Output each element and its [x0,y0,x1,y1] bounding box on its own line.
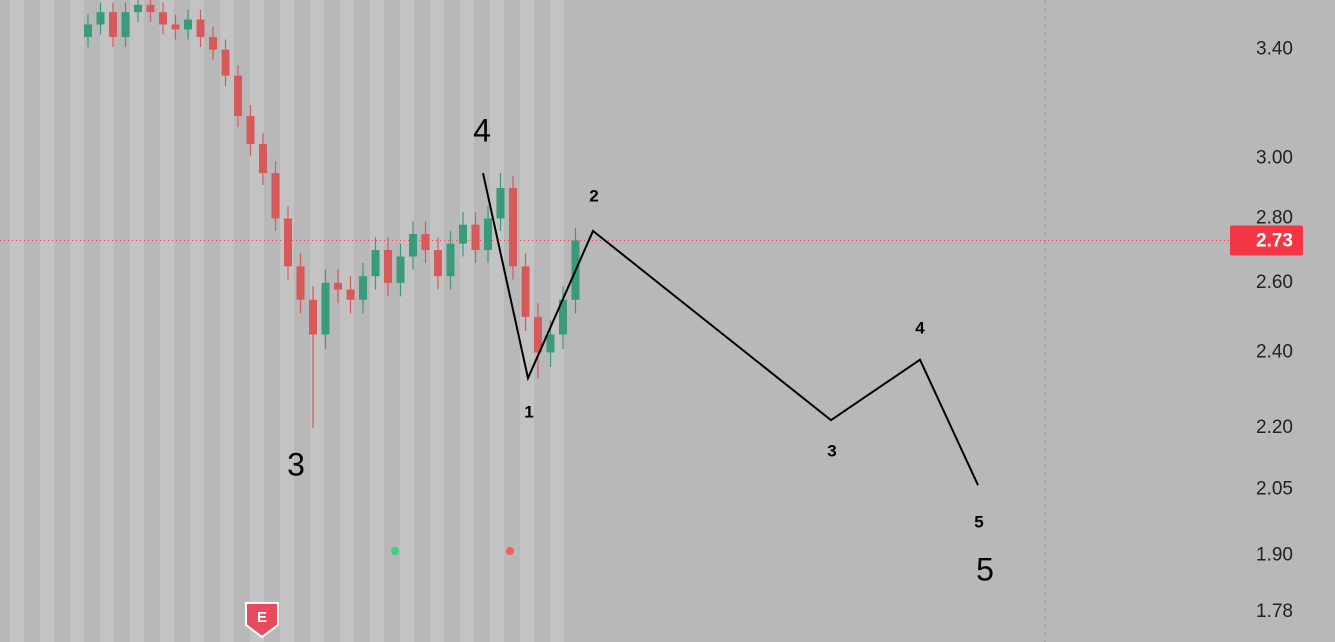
major-wave-label: 5 [976,551,994,587]
candle-body [309,299,317,335]
candle-body [146,4,155,13]
y-tick-label: 3.00 [1256,147,1293,168]
candle-body [96,12,105,25]
major-wave-label: 4 [473,112,491,148]
candle-body [484,218,492,251]
candle-body [346,289,355,300]
candle-body [521,266,530,317]
candle-body [546,334,555,353]
y-tick-label: 2.20 [1256,417,1293,438]
signal-dot [506,547,514,555]
candle-body [446,243,455,277]
candle-body [234,75,242,117]
minor-wave-label: 3 [827,441,836,460]
session-stripes [10,0,564,642]
candle-body [159,12,167,25]
minor-wave-label: 4 [915,318,925,337]
candle-body [134,4,142,13]
y-tick-label: 1.78 [1256,601,1293,622]
y-tick-label: 3.40 [1256,39,1293,60]
candle-body [496,187,505,219]
y-tick-label: 2.80 [1256,207,1293,228]
candle-body [284,218,292,267]
candle-body [84,24,92,37]
event-label: E [257,609,267,626]
candle-body [121,12,130,37]
signal-dot [391,547,399,555]
candle-body [434,250,442,277]
candle-body [196,19,205,37]
candle-body [459,224,467,244]
candle-body [359,276,367,300]
candle-body [246,116,255,145]
candle-body [409,234,417,257]
candle-body [559,299,567,335]
y-tick-label: 1.90 [1256,545,1293,566]
minor-wave-label: 2 [589,186,598,205]
candle-body [296,266,305,300]
last-price-label: 2.73 [1256,230,1293,251]
candle-body [171,24,180,30]
candle-body [271,173,280,219]
candle-body [321,282,330,335]
candle-body [421,234,430,251]
candle-body [509,187,517,267]
wave-projection [482,172,979,486]
minor-wave-label: 1 [524,402,533,421]
candle-body [184,19,192,30]
candle-body [209,36,217,50]
candle-body [334,282,342,290]
major-wave-label: 3 [287,446,305,482]
candle-body [396,256,405,283]
event-badge[interactable]: E [245,602,279,639]
candle-body [534,316,542,353]
y-tick-label: 2.05 [1256,478,1293,499]
candle-body [384,250,392,283]
minor-wave-label: 5 [974,512,983,531]
y-tick-label: 2.40 [1256,341,1293,362]
candle-body [471,224,480,251]
y-tick-label: 2.60 [1256,272,1293,293]
candle-body [259,144,267,174]
last-price-badge [1230,225,1303,256]
candle-body [109,12,117,37]
candle-body [221,49,230,76]
candle-body [371,250,380,277]
